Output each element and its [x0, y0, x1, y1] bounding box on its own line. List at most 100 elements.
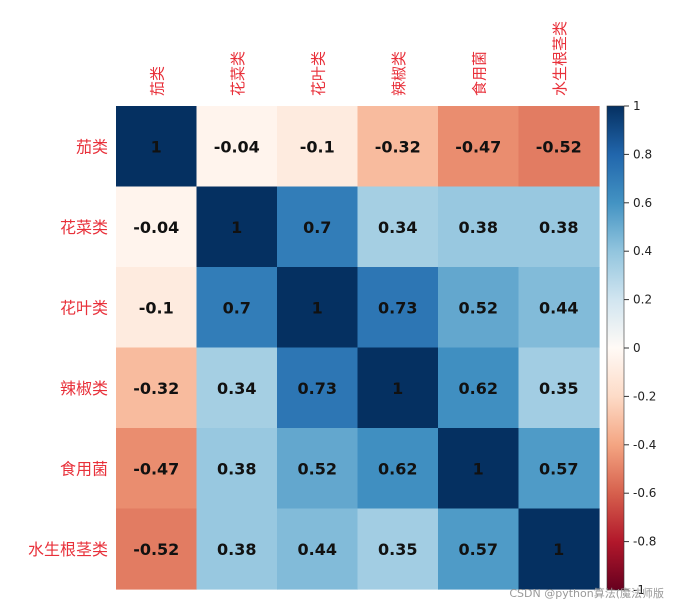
- row-label: 水生根茎类: [28, 540, 108, 559]
- row-label: 食用菌: [60, 459, 108, 478]
- heatmap-cells: [116, 106, 600, 590]
- cell-value-label: 0.7: [303, 218, 331, 237]
- cell-value-label: 0.35: [378, 540, 417, 559]
- column-label: 茄类: [148, 66, 166, 96]
- cell-value-label: 0.38: [539, 218, 578, 237]
- heatmap-cell: [277, 106, 359, 188]
- heatmap-cell: [196, 267, 278, 349]
- cell-value-label: 0.35: [539, 379, 578, 398]
- heatmap-cell: [518, 186, 600, 268]
- heatmap-cell-labels: 1 -0.04 -0.1 -0.32 -0.47 -0.52 -0.04 1 0.7 0.34 0.…: [133, 137, 582, 559]
- heatmap-cell: [518, 428, 600, 510]
- row-label: 辣椒类: [60, 379, 108, 398]
- cell-value-label: 0.34: [217, 379, 256, 398]
- heatmap-cell: [518, 267, 600, 349]
- colorbar-tick-label: -0.4: [633, 438, 656, 452]
- colorbar-tick-label: 0.8: [633, 147, 652, 161]
- cell-value-label: 1: [553, 540, 564, 559]
- heatmap-cell: [277, 347, 359, 429]
- column-label: 花叶类: [309, 51, 327, 96]
- colorbar-tick-label: 0.4: [633, 244, 652, 258]
- cell-value-label: 0.62: [378, 459, 417, 478]
- heatmap-cell: [196, 347, 278, 429]
- cell-value-label: 0.57: [539, 459, 578, 478]
- heatmap-cell: [357, 106, 439, 188]
- heatmap-cell: [116, 508, 198, 590]
- heatmap-cell: [116, 428, 198, 510]
- heatmap-cell: [518, 347, 600, 429]
- colorbar-tick-label: 0.6: [633, 196, 652, 210]
- heatmap-cell: [438, 508, 520, 590]
- colorbar-tick-label: -0.8: [633, 535, 656, 549]
- cell-value-label: -0.52: [133, 540, 179, 559]
- colorbar-tick-label: 0: [633, 341, 641, 355]
- heatmap-cell: [277, 428, 359, 510]
- heatmap-cell: [196, 428, 278, 510]
- heatmap-cell: [518, 106, 600, 188]
- column-label: 水生根茎类: [551, 21, 569, 96]
- heatmap-cell: [438, 186, 520, 268]
- heatmap-cell: [116, 186, 198, 268]
- heatmap-cell: [438, 347, 520, 429]
- heatmap-cell: [438, 428, 520, 510]
- heatmap-cell: [357, 428, 439, 510]
- column-label: 辣椒类: [390, 51, 408, 96]
- heatmap-cell: [116, 106, 198, 188]
- cell-value-label: 1: [392, 379, 403, 398]
- colorbar-tick-label: -0.2: [633, 389, 656, 403]
- heatmap-cell: [357, 508, 439, 590]
- cell-value-label: 0.52: [298, 459, 337, 478]
- colorbar-tick-label: 1: [633, 99, 641, 113]
- heatmap-cell: [438, 267, 520, 349]
- cell-value-label: 0.73: [298, 379, 337, 398]
- cell-value-label: -0.32: [133, 379, 179, 398]
- cell-value-label: 0.7: [223, 298, 251, 317]
- cell-value-label: -0.1: [139, 298, 174, 317]
- column-label: 食用菌: [470, 51, 488, 96]
- heatmap-cell: [277, 186, 359, 268]
- heatmap-cell: [196, 106, 278, 188]
- heatmap-cell: [277, 508, 359, 590]
- cell-value-label: 1: [151, 137, 162, 156]
- heatmap-cell: [196, 186, 278, 268]
- colorbar-tick-label: -0.6: [633, 486, 656, 500]
- cell-value-label: -0.04: [133, 218, 179, 237]
- cell-value-label: -0.47: [133, 459, 179, 478]
- cell-value-label: -0.04: [214, 137, 260, 156]
- colorbar-ticks: 1 0.8 0.6 0.4 0.2 0 -0.2 -0.4 -0.6 -0.8 -1: [624, 99, 656, 597]
- heatmap-cell: [196, 508, 278, 590]
- cell-value-label: -0.52: [536, 137, 582, 156]
- cell-value-label: 0.62: [459, 379, 498, 398]
- cell-value-label: 0.38: [459, 218, 498, 237]
- row-label: 花菜类: [60, 218, 108, 237]
- cell-value-label: 1: [473, 459, 484, 478]
- row-label: 茄类: [76, 137, 108, 156]
- cell-value-label: 0.57: [459, 540, 498, 559]
- cell-value-label: 0.38: [217, 540, 256, 559]
- heatmap-cell: [357, 186, 439, 268]
- cell-value-label: 1: [231, 218, 242, 237]
- colorbar-tick-label: 0.2: [633, 293, 652, 307]
- cell-value-label: 0.52: [459, 298, 498, 317]
- row-label: 花叶类: [60, 298, 108, 317]
- cell-value-label: 0.38: [217, 459, 256, 478]
- cell-value-label: -0.47: [455, 137, 501, 156]
- colorbar-gradient: [606, 105, 625, 591]
- heatmap-cell: [357, 267, 439, 349]
- cell-value-label: 0.34: [378, 218, 417, 237]
- heatmap-cell: [357, 347, 439, 429]
- column-label: 花菜类: [229, 51, 247, 96]
- heatmap-cell: [116, 267, 198, 349]
- cell-value-label: 0.44: [539, 298, 578, 317]
- colorbar-tick-label: -1: [633, 583, 645, 597]
- colorbar: [606, 105, 625, 591]
- heatmap-cell: [277, 267, 359, 349]
- cell-value-label: -0.32: [375, 137, 421, 156]
- cell-value-label: 0.73: [378, 298, 417, 317]
- heatmap-cell: [518, 508, 600, 590]
- column-labels: 茄类 花菜类 花叶类 辣椒类 食用菌 水生根茎类: [148, 21, 569, 96]
- cell-value-label: 1: [312, 298, 323, 317]
- heatmap-cell: [116, 347, 198, 429]
